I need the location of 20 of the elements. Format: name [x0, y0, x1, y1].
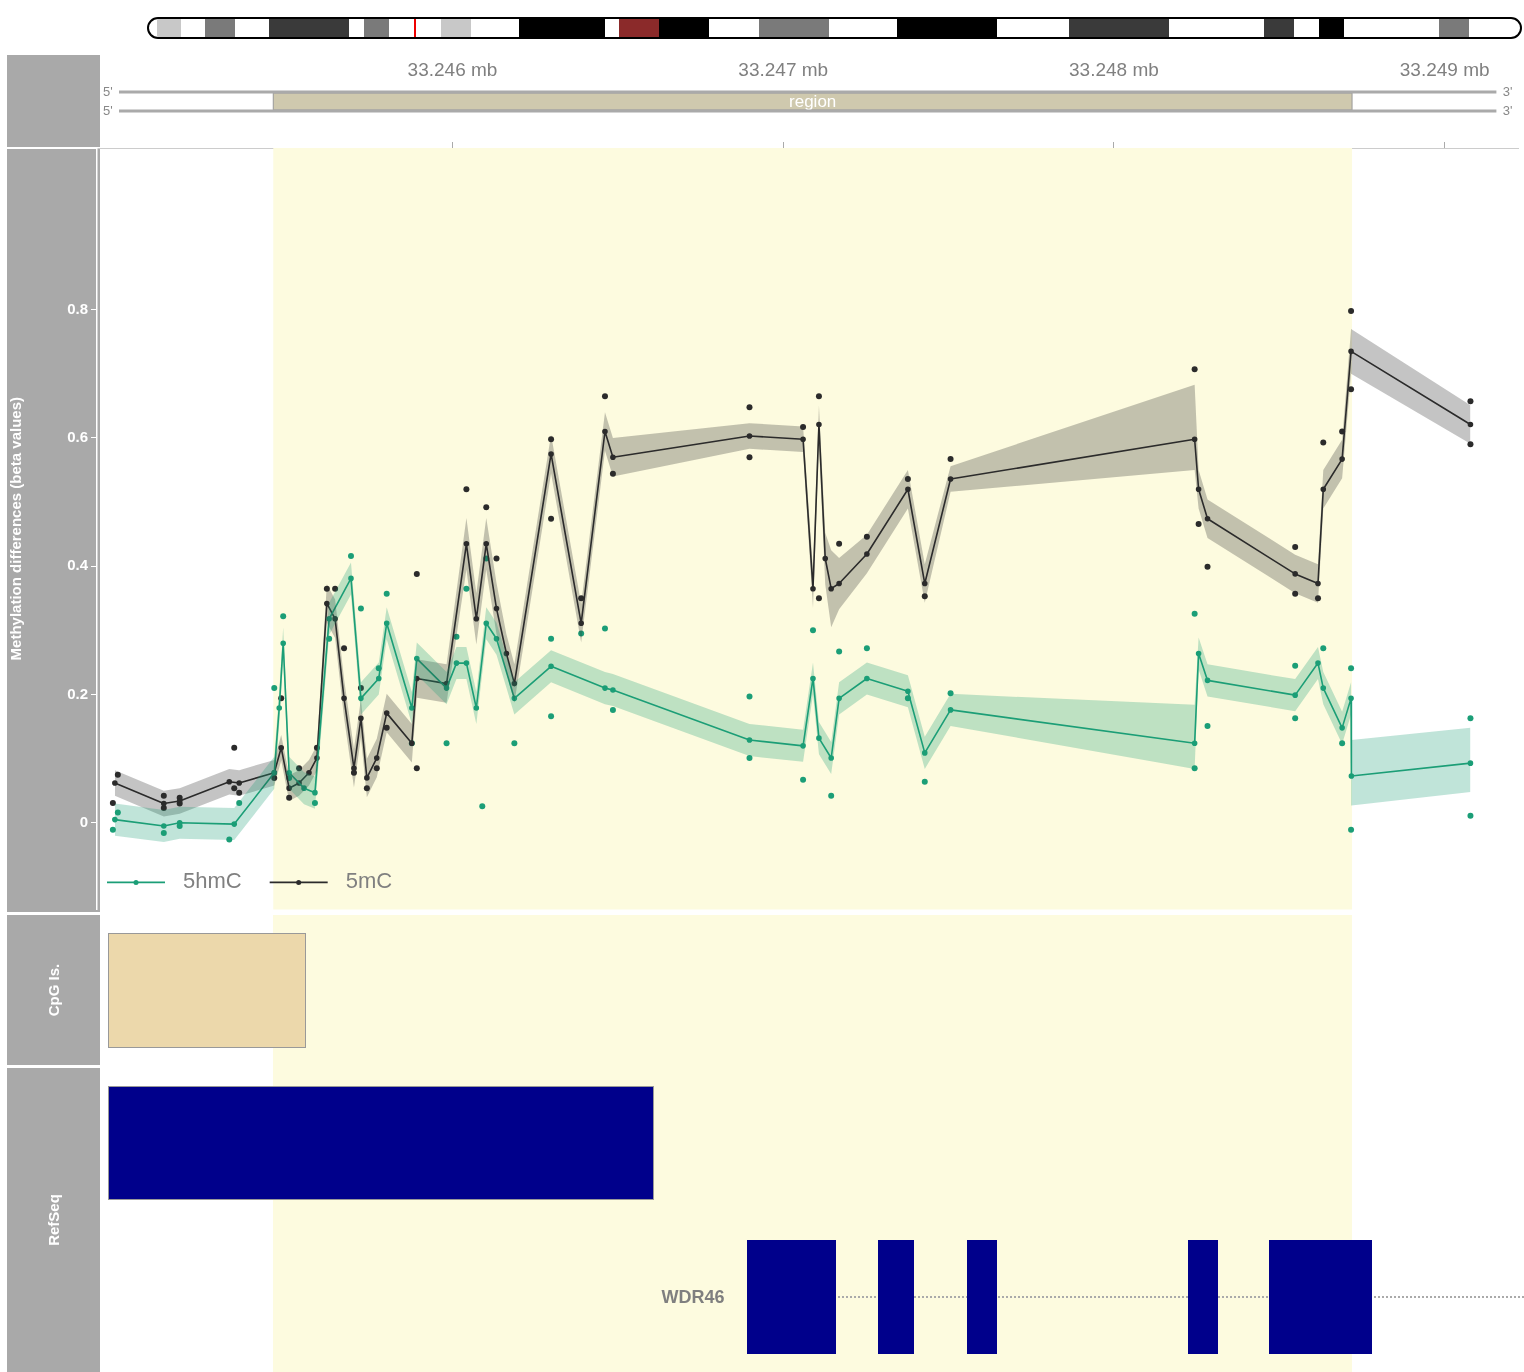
text: 3': [1502, 102, 1513, 118]
y-tick-label: 0.8: [67, 299, 88, 317]
band-label: region: [789, 91, 837, 111]
y-tick-label: 0.6: [67, 428, 88, 446]
y-axis-title: Methylation differences (beta values): [7, 397, 25, 661]
x-tick-label: 33.248 mb: [1069, 58, 1159, 80]
text: 5': [103, 102, 113, 118]
legend-label: 5hmC: [183, 868, 242, 894]
text: WDR46: [661, 1286, 725, 1308]
y-tick-label: 0.2: [67, 684, 88, 702]
x-tick-label: 33.249 mb: [1399, 58, 1490, 80]
x-tick-label: 33.247 mb: [738, 58, 829, 80]
text: 5': [103, 83, 113, 99]
y-tick-label: 0.4: [67, 556, 89, 574]
x-tick-label: 33.246 mb: [407, 58, 498, 80]
text: CpG Is.: [44, 963, 62, 1017]
text: RefSeq: [44, 1194, 62, 1246]
y-tick-label: 0: [79, 812, 88, 830]
legend-label: 5mC: [345, 868, 393, 894]
text: 3': [1502, 83, 1513, 99]
